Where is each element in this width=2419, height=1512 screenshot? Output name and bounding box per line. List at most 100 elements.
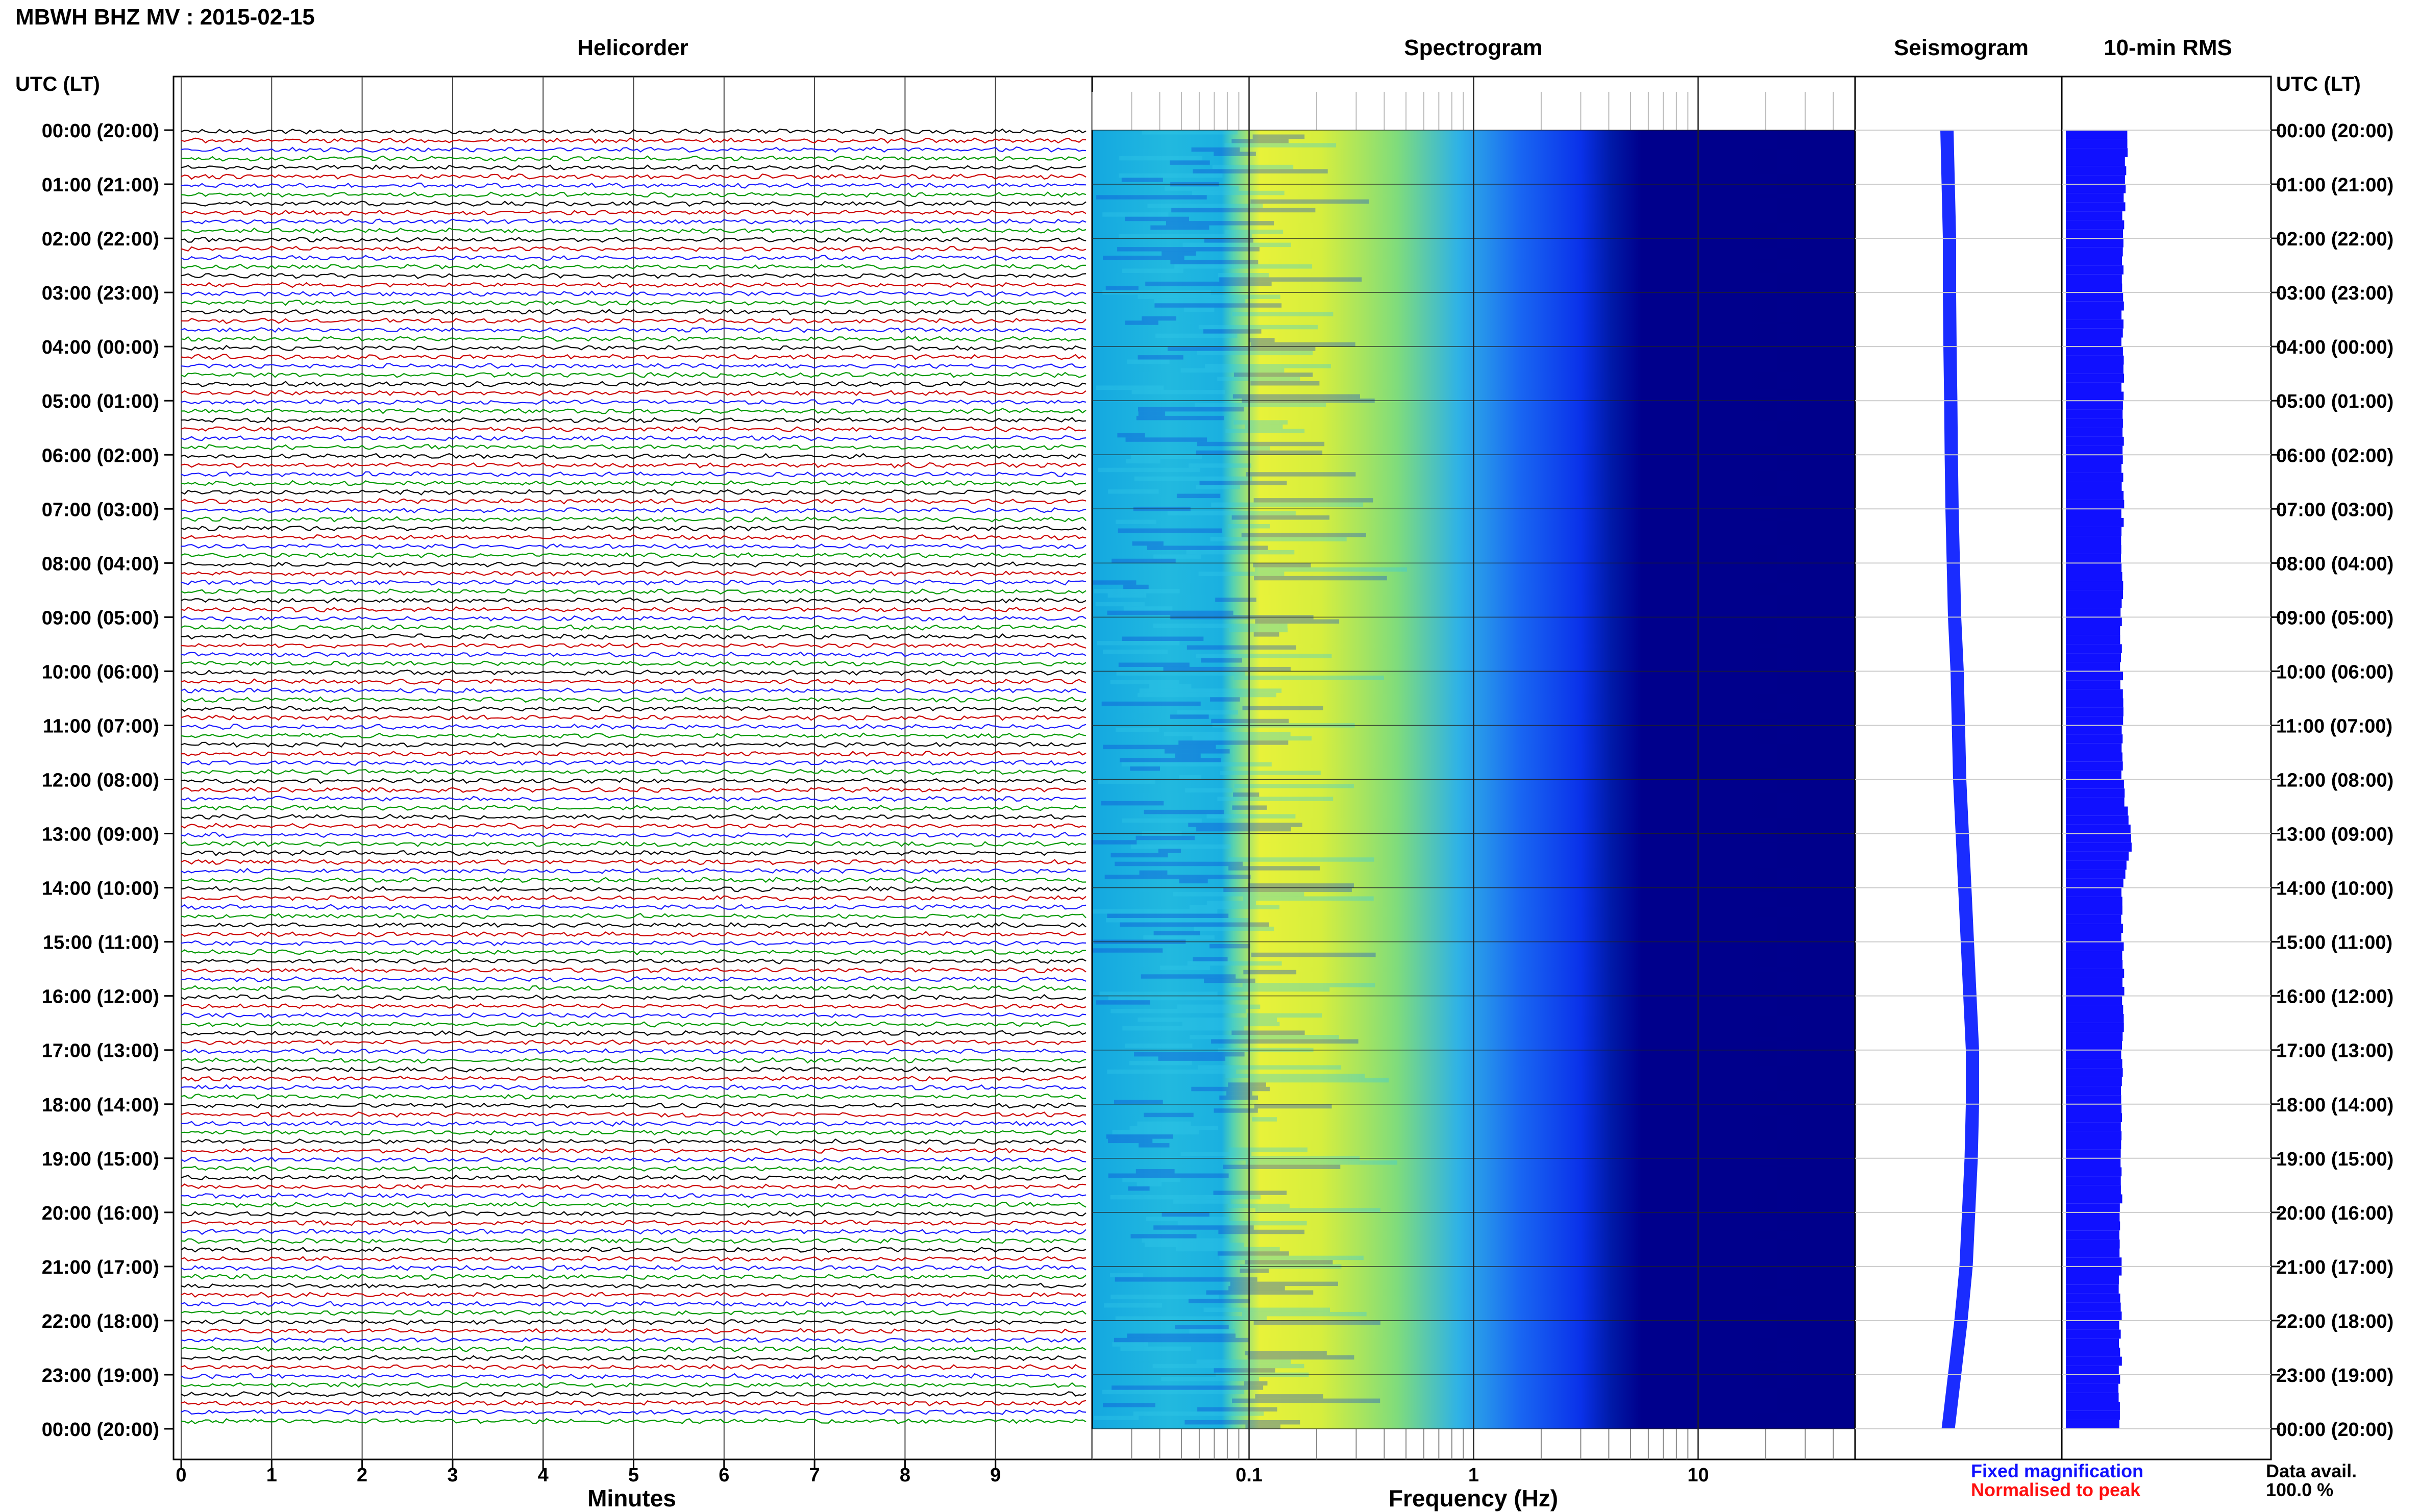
spectrogram-speckle (1122, 1178, 1180, 1182)
rms-bar (2066, 635, 2120, 645)
helicorder-trace (181, 390, 1087, 396)
helicorder-trace (181, 840, 1087, 848)
hour-label-left: 14:00 (10:00) (42, 878, 159, 900)
helicorder-trace (181, 931, 1087, 937)
spectrogram-speckle (1129, 1060, 1192, 1065)
helicorder-trace (181, 705, 1087, 712)
rms-bar (2066, 1221, 2120, 1231)
helicorder-trace (181, 327, 1087, 333)
spectrogram-speckle (1115, 1316, 1267, 1321)
helicorder-trace (181, 137, 1087, 144)
data-avail-label: Data avail. (2266, 1460, 2357, 1481)
data-avail-value: 100.0 % (2266, 1479, 2333, 1500)
rms-bar (2066, 788, 2125, 798)
spectrogram-speckle (1241, 533, 1366, 537)
helicorder-title: Helicorder (577, 35, 688, 60)
rms-bar (2066, 689, 2123, 699)
spectrogram-speckle (1178, 740, 1289, 745)
hour-label-right: 20:00 (16:00) (2276, 1203, 2393, 1224)
spectrogram-speckle (1248, 446, 1270, 451)
figure-title: MBWH BHZ MV : 2015-02-15 (15, 5, 315, 30)
hour-label-left: 23:00 (19:00) (42, 1365, 159, 1386)
helicorder-trace (181, 1102, 1087, 1109)
spectrogram-speckle (1136, 415, 1224, 420)
rms-bar (2066, 1375, 2120, 1384)
helicorder-trace (181, 1030, 1087, 1036)
hour-label-right: 08:00 (04:00) (2276, 553, 2393, 575)
helicorder-trace (181, 832, 1087, 838)
rms-bar (2066, 851, 2129, 861)
rms-bar (2066, 310, 2121, 320)
spectrogram-speckle (1254, 576, 1387, 581)
helicorder-trace (181, 1373, 1087, 1379)
spectrogram-speckle (1107, 610, 1233, 615)
spectrogram-speckle (1095, 602, 1145, 607)
helicorder-trace (181, 525, 1087, 532)
helicorder-trace (181, 1147, 1087, 1154)
helicorder-trace (181, 1382, 1087, 1389)
helicorder-trace (181, 579, 1087, 586)
minutes-axis-label: Minutes (587, 1485, 676, 1511)
helicorder-trace (181, 660, 1087, 667)
hour-label-left: 12:00 (08:00) (42, 770, 159, 791)
spectrogram-speckle (1228, 1286, 1285, 1291)
spectrogram-speckle (1204, 238, 1253, 243)
helicorder-trace (181, 1409, 1087, 1416)
spectrogram-speckle (1228, 1147, 1307, 1152)
hour-label-right: 13:00 (09:00) (2276, 824, 2393, 846)
rms-bar (2066, 247, 2123, 257)
helicorder-trace (181, 1391, 1087, 1397)
spectrogram-speckle (1123, 584, 1149, 589)
helicorder-trace (181, 444, 1087, 451)
spectrogram-speckle (1231, 139, 1289, 143)
rms-bar (2066, 355, 2124, 365)
rms-bar (2066, 283, 2122, 293)
hour-label-left: 18:00 (14:00) (42, 1095, 159, 1116)
spectrogram-speckle (1125, 216, 1189, 221)
helicorder-trace (181, 435, 1087, 441)
spectrogram-speckle (1127, 1333, 1236, 1338)
helicorder-trace (181, 670, 1087, 676)
rms-bar (2066, 1041, 2122, 1050)
spectrogram-speckle (1110, 853, 1168, 858)
spectrogram-speckle (1130, 844, 1231, 849)
helicorder-trace (181, 1228, 1087, 1235)
helicorder-trace (181, 1084, 1087, 1090)
spectrogram-speckle (1116, 519, 1156, 524)
spectrogram-speckle (1129, 1126, 1218, 1130)
spectrogram-speckle (1110, 1273, 1143, 1278)
spectrogram-speckle (1112, 1342, 1148, 1347)
rms-bar (2066, 581, 2124, 590)
spectrogram-speckle (1191, 147, 1240, 152)
helicorder-trace (181, 1247, 1087, 1253)
spectrogram-speckle (1250, 381, 1320, 386)
spectrogram-speckle (1108, 996, 1250, 1001)
hour-label-right: 03:00 (23:00) (2276, 283, 2393, 304)
spectrogram-speckle (1110, 1009, 1246, 1013)
spectrogram-speckle (1163, 666, 1291, 672)
helicorder-trace (181, 543, 1087, 550)
spectrogram-speckle (1245, 424, 1283, 429)
spectrogram-speckle (1108, 1138, 1153, 1144)
spectrogram-speckle (1125, 437, 1207, 442)
spectrogram-speckle (1255, 1208, 1380, 1212)
helicorder-trace (181, 1093, 1087, 1100)
spectrogram-speckle (1242, 706, 1323, 710)
helicorder-trace (181, 1282, 1087, 1290)
spectrogram-speckle (1233, 373, 1313, 377)
helicorder-trace (181, 263, 1087, 270)
rms-bar (2066, 1086, 2121, 1096)
spectrogram-speckle (1231, 1030, 1305, 1035)
hour-label-left: 10:00 (06:00) (42, 661, 159, 683)
spectrogram-speckle (1188, 823, 1302, 827)
helicorder-trace (181, 994, 1087, 1001)
spectrogram-speckle (1138, 1018, 1277, 1022)
spectrogram-speckle (1196, 450, 1323, 455)
rms-bar (2066, 364, 2124, 374)
spectrogram-speckle (1162, 251, 1196, 256)
rms-bar (2066, 490, 2124, 500)
spectrogram-speckle (1219, 1095, 1258, 1100)
spectrogram-speckle (1131, 390, 1225, 394)
spectrogram-speckle (1101, 801, 1164, 806)
spectrogram-speckle (1243, 970, 1297, 975)
